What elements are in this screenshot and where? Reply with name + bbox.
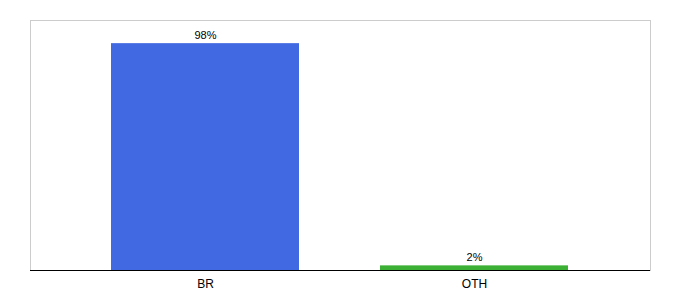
- svg-text:2%: 2%: [467, 251, 483, 263]
- svg-text:OTH: OTH: [462, 277, 487, 291]
- svg-text:98%: 98%: [194, 29, 216, 41]
- svg-text:BR: BR: [197, 277, 214, 291]
